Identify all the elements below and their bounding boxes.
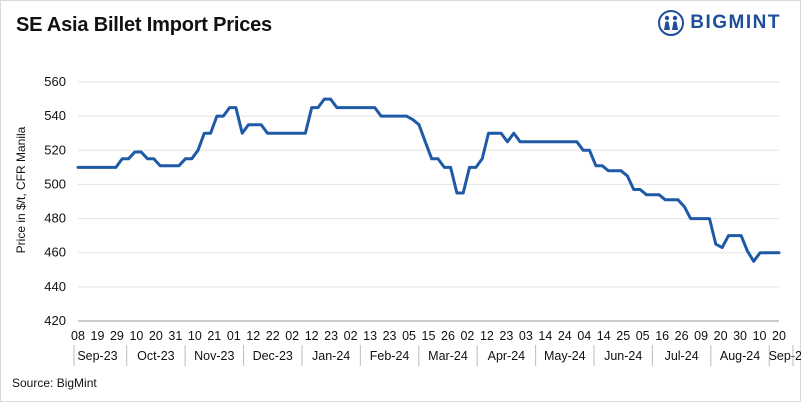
x-tick-label: 21: [207, 329, 221, 343]
x-tick-label: 02: [460, 329, 474, 343]
y-tick-label: 560: [44, 74, 66, 89]
x-tick-label: 08: [71, 329, 85, 343]
x-tick-label: 23: [499, 329, 513, 343]
x-tick-label: 23: [324, 329, 338, 343]
x-tick-label: 22: [266, 329, 280, 343]
x-tick-label: 10: [188, 329, 202, 343]
x-tick-label: 19: [91, 329, 105, 343]
x-tick-label: 20: [714, 329, 728, 343]
y-tick-label: 420: [44, 313, 66, 328]
y-tick-label: 440: [44, 279, 66, 294]
x-month-label: Mar-24: [428, 349, 468, 363]
x-tick-label: 10: [129, 329, 143, 343]
x-month-label: Aug-24: [720, 349, 760, 363]
x-month-label: Jan-24: [312, 349, 350, 363]
x-tick-label: 23: [383, 329, 397, 343]
x-tick-label: 31: [168, 329, 182, 343]
x-tick-label: 25: [616, 329, 630, 343]
x-tick-label: 14: [597, 329, 611, 343]
x-tick-label: 12: [305, 329, 319, 343]
x-tick-label: 20: [149, 329, 163, 343]
x-tick-label: 03: [519, 329, 533, 343]
x-tick-label: 05: [636, 329, 650, 343]
y-tick-label: 500: [44, 176, 66, 191]
x-month-label: Dec-23: [253, 349, 293, 363]
x-tick-label: 14: [538, 329, 552, 343]
x-month-label: Apr-24: [488, 349, 526, 363]
brand-name: BIGMINT: [690, 12, 781, 33]
x-tick-label: 16: [655, 329, 669, 343]
x-tick-label: 02: [344, 329, 358, 343]
source-note: Source: BigMint: [12, 376, 97, 390]
x-tick-label: 29: [110, 329, 124, 343]
x-tick-label: 09: [694, 329, 708, 343]
x-tick-label: 24: [558, 329, 572, 343]
y-tick-label: 480: [44, 211, 66, 226]
x-month-label: Jun-24: [604, 349, 642, 363]
y-axis-ticks: 420 440 460 480 500 520 540 560: [44, 74, 66, 328]
x-tick-label: 05: [402, 329, 416, 343]
chart-title: SE Asia Billet Import Prices: [16, 14, 272, 36]
line-chart: 420 440 460 480 500 520 540 560 08 19 29 10 20 31 10 2…: [14, 74, 801, 366]
x-tick-label: 12: [480, 329, 494, 343]
x-tick-label: 02: [285, 329, 299, 343]
x-tick-label: 26: [441, 329, 455, 343]
x-tick-label: 10: [753, 329, 767, 343]
x-month-label: Jul-24: [665, 349, 699, 363]
x-month-label: Sep-23: [77, 349, 117, 363]
y-tick-label: 520: [44, 142, 66, 157]
x-axis: 08 19 29 10 20 31 10 21 01 12 22 02 12 23 02 13 23 05 15 26…: [71, 329, 801, 366]
x-month-label: May-24: [544, 349, 586, 363]
x-month-label: Nov-23: [194, 349, 234, 363]
x-tick-label: 30: [733, 329, 747, 343]
x-month-label: Sep-24: [769, 349, 801, 363]
x-tick-label: 20: [772, 329, 786, 343]
gridlines: [78, 81, 779, 322]
x-tick-label: 26: [675, 329, 689, 343]
x-month-label: Feb-24: [370, 349, 410, 363]
x-tick-label: 01: [227, 329, 241, 343]
series-line: [76, 97, 781, 263]
brand-logo: BIGMINT: [658, 10, 781, 36]
y-tick-label: 460: [44, 245, 66, 260]
y-tick-label: 540: [44, 108, 66, 123]
x-tick-label: 15: [422, 329, 436, 343]
x-tick-label: 13: [363, 329, 377, 343]
people-logo-icon: [658, 10, 685, 36]
x-tick-label: 04: [577, 329, 591, 343]
series-layer: [76, 97, 781, 263]
x-tick-label: 12: [246, 329, 260, 343]
y-axis-label: Price in $/t, CFR Manila: [14, 126, 28, 253]
x-month-label: Oct-23: [137, 349, 175, 363]
